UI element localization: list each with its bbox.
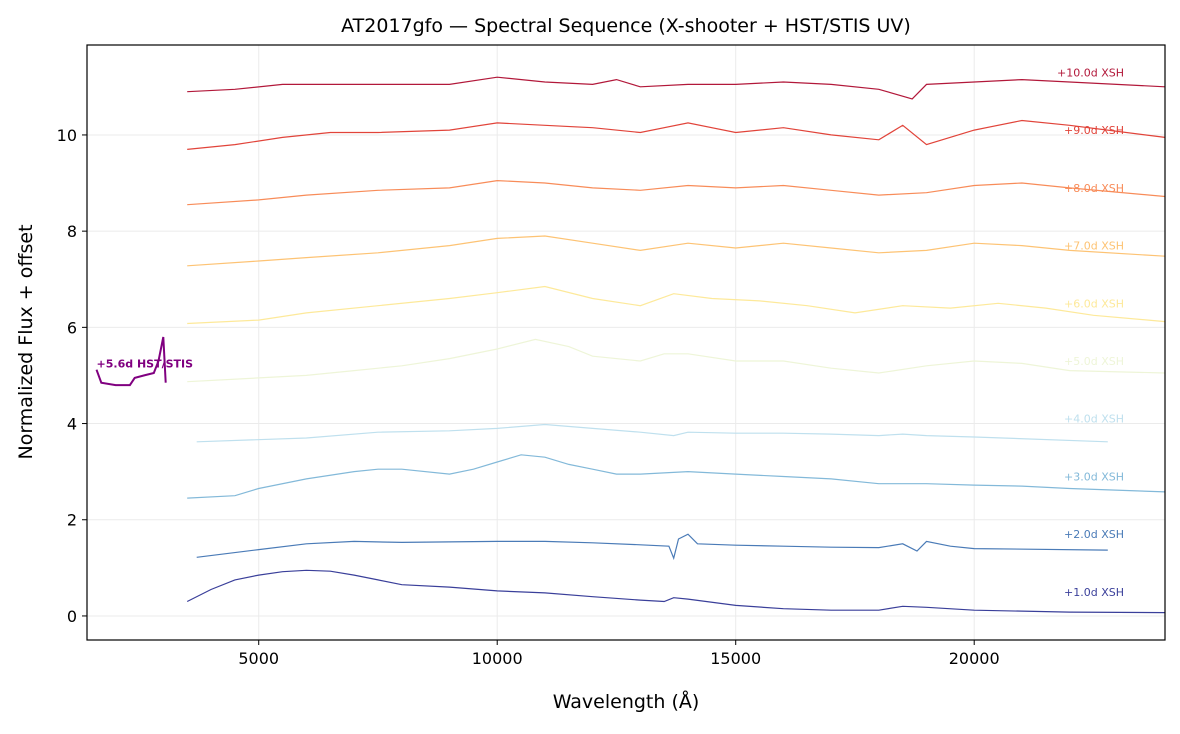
y-tick-label: 10: [57, 126, 77, 145]
series-label: +4.0d XSH: [1064, 413, 1124, 426]
series-label: +5.0d XSH: [1064, 355, 1124, 368]
series-line: [187, 76, 1166, 100]
series-label: +2.0d XSH: [1064, 528, 1124, 541]
series-lines: [95, 76, 1166, 614]
series-label: +8.0d XSH: [1064, 182, 1124, 195]
series-label: +10.0d XSH: [1057, 66, 1124, 79]
series-label: +3.0d XSH: [1064, 470, 1124, 483]
series-line: [187, 338, 1166, 383]
x-axis-label: Wavelength (Å): [553, 690, 700, 713]
series-line: [187, 454, 1166, 499]
y-axis-ticks: 0 2 4 6 8 10: [57, 126, 87, 626]
y-axis-label: Normalized Flux + offset: [15, 224, 37, 459]
series-line: [187, 179, 1166, 206]
y-tick-label: 0: [67, 607, 77, 626]
y-tick-label: 6: [67, 318, 77, 337]
series-line: [196, 423, 1108, 443]
series-line: [187, 119, 1166, 150]
series-labels: +1.0d XSH +2.0d XSH +3.0d XSH +4.0d XSH +5.0…: [97, 66, 1124, 598]
x-axis-ticks: 5000 10000 15000 20000: [238, 640, 1000, 668]
series-label: +6.0d XSH: [1064, 297, 1124, 310]
grid: [87, 45, 1165, 640]
plot-frame: [86, 44, 1166, 641]
series-label: +5.6d HST/STIS: [97, 357, 194, 370]
x-tick-label: 20000: [949, 649, 1000, 668]
series-line: [95, 336, 167, 387]
x-tick-label: 15000: [710, 649, 761, 668]
x-tick-label: 5000: [238, 649, 279, 668]
x-tick-label: 10000: [472, 649, 523, 668]
chart-title: AT2017gfo — Spectral Sequence (X-shooter…: [341, 15, 911, 37]
y-tick-label: 2: [67, 511, 77, 530]
series-line: [187, 235, 1166, 267]
series-label: +7.0d XSH: [1064, 240, 1124, 253]
y-tick-label: 8: [67, 222, 77, 241]
series-line: [187, 285, 1166, 325]
series-line: [196, 533, 1108, 561]
y-tick-label: 4: [67, 415, 77, 434]
series-label: +9.0d XSH: [1064, 124, 1124, 137]
series-line: [186, 569, 1166, 614]
series-label: +1.0d XSH: [1064, 586, 1124, 599]
